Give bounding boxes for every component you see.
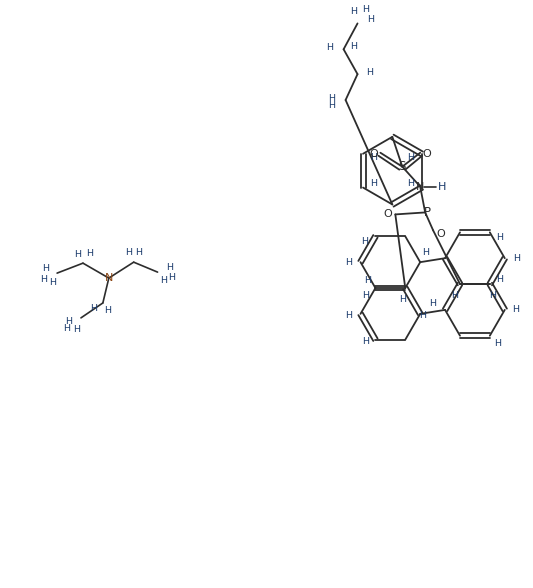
Text: H: H	[345, 258, 352, 267]
Text: O: O	[369, 149, 378, 159]
Text: H: H	[367, 15, 374, 24]
Text: H: H	[407, 179, 414, 188]
Text: N: N	[416, 182, 424, 192]
Text: S: S	[399, 160, 406, 173]
Text: H: H	[160, 276, 167, 285]
Text: H: H	[419, 312, 426, 320]
Text: H: H	[75, 250, 82, 259]
Text: P: P	[424, 206, 431, 219]
Text: H: H	[350, 7, 357, 16]
Text: H: H	[429, 299, 436, 309]
Text: H: H	[364, 276, 371, 285]
Text: H: H	[451, 292, 458, 300]
Text: H: H	[362, 292, 369, 300]
Text: O: O	[423, 149, 432, 159]
Text: H: H	[350, 42, 357, 51]
Text: H: H	[362, 337, 369, 346]
Text: H: H	[489, 292, 496, 300]
Text: H: H	[63, 325, 70, 333]
Text: H: H	[494, 339, 502, 348]
Text: H: H	[512, 305, 519, 315]
Text: H: H	[370, 153, 377, 162]
Text: H: H	[366, 68, 373, 76]
Text: H: H	[345, 312, 352, 320]
Text: H: H	[104, 306, 111, 315]
Text: O: O	[383, 209, 392, 219]
Text: H: H	[328, 102, 335, 111]
Text: H: H	[39, 275, 47, 283]
Text: H: H	[326, 43, 333, 52]
Text: O: O	[437, 229, 446, 239]
Text: H: H	[496, 233, 503, 242]
Text: H: H	[91, 305, 98, 313]
Text: H: H	[513, 253, 520, 263]
Text: H: H	[66, 318, 72, 326]
Text: H: H	[86, 249, 93, 258]
Text: H: H	[74, 325, 80, 335]
Text: H: H	[168, 273, 175, 282]
Text: H: H	[422, 248, 429, 257]
Text: H: H	[496, 275, 503, 283]
Text: H: H	[125, 248, 132, 257]
Text: H: H	[42, 263, 49, 273]
Text: H: H	[361, 237, 368, 246]
Text: N: N	[104, 273, 113, 283]
Text: H: H	[362, 5, 369, 14]
Text: H: H	[438, 182, 446, 192]
Text: H: H	[50, 278, 56, 286]
Text: H: H	[166, 263, 173, 272]
Text: H: H	[135, 248, 142, 257]
Text: H: H	[399, 295, 406, 305]
Text: H: H	[407, 153, 414, 162]
Text: H: H	[328, 93, 335, 102]
Text: H: H	[370, 179, 377, 188]
